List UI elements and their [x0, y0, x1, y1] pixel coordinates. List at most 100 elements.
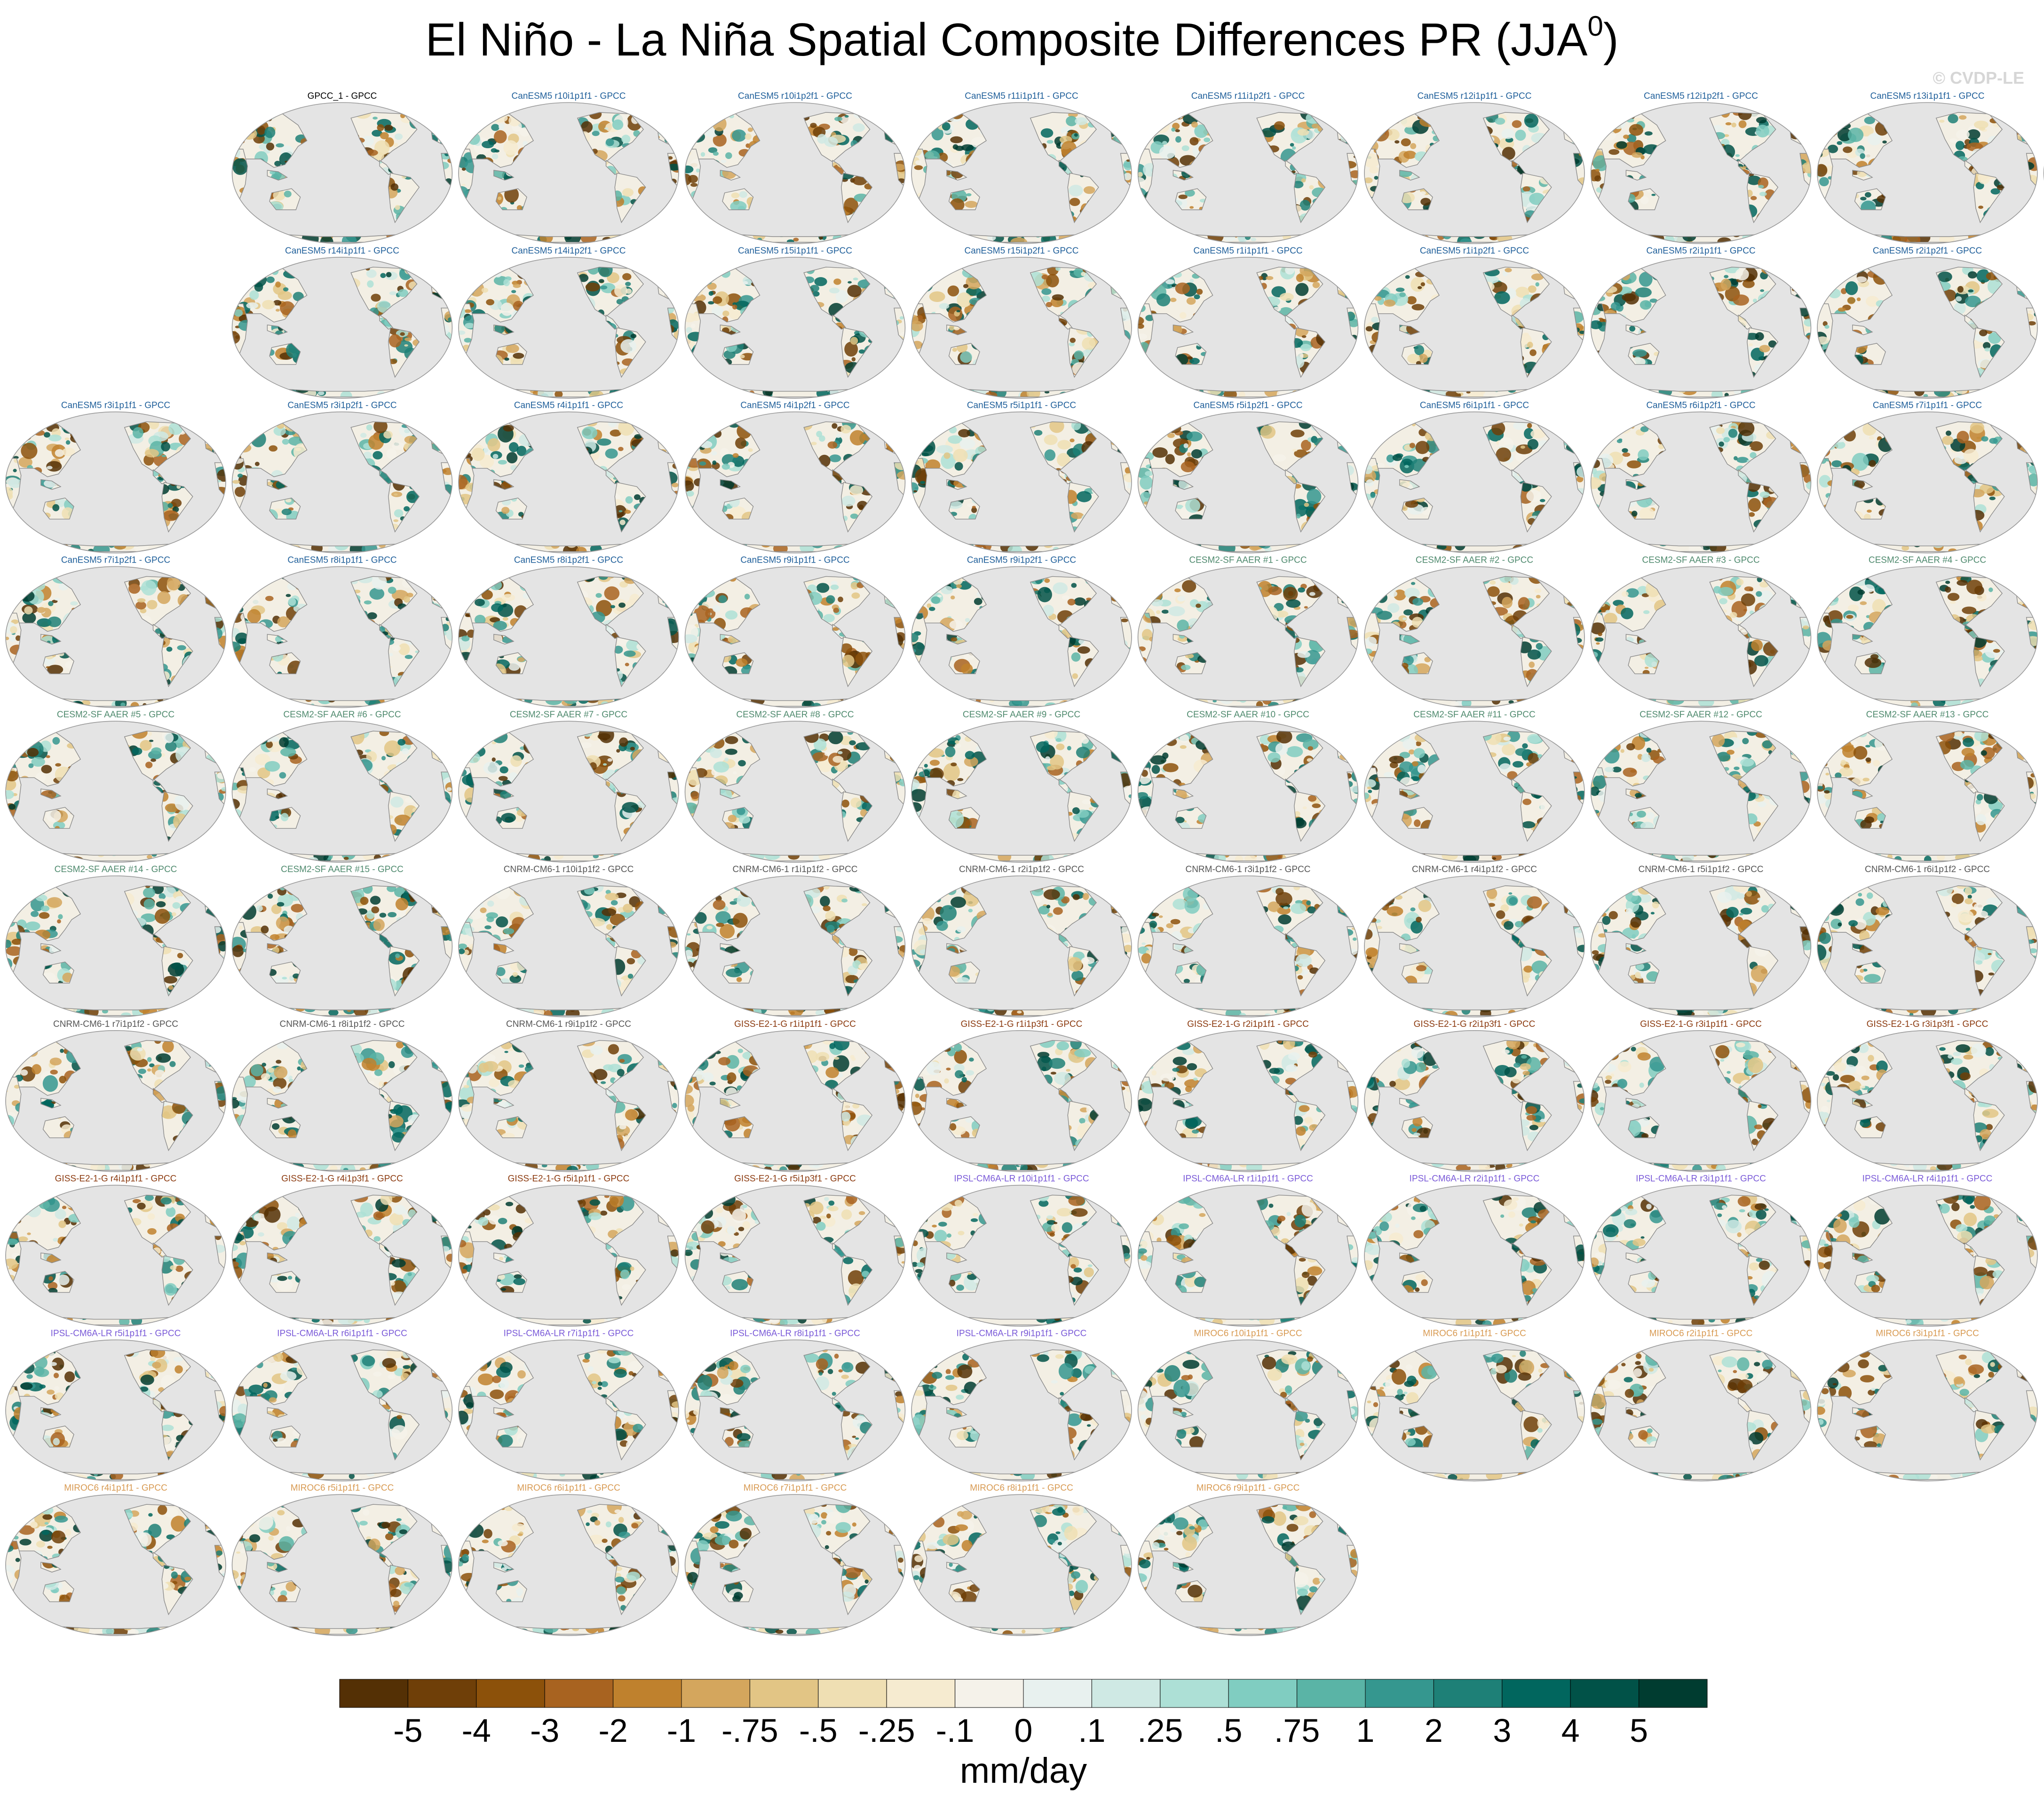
anomaly-patch	[516, 205, 523, 210]
anomaly-patch	[1591, 477, 1602, 489]
panel-title: CanESM5 r3i1p2f1 - GPCC	[287, 401, 396, 411]
anomaly-patch	[901, 597, 905, 603]
coastline	[841, 636, 873, 688]
anomaly-patch	[1569, 281, 1574, 286]
anomaly-patch	[1301, 178, 1306, 183]
anomaly-patch	[953, 449, 968, 462]
anomaly-patch	[1981, 436, 1989, 442]
panel-title: CanESM5 r13i1p1f1 - GPCC	[1870, 91, 1985, 101]
anomaly-patch	[443, 437, 452, 444]
anomaly-patch	[498, 196, 502, 200]
coastline	[267, 325, 288, 335]
coastline	[493, 479, 515, 490]
anomaly-patch	[842, 548, 849, 552]
coastline	[1709, 112, 1776, 162]
anomaly-patch	[499, 235, 512, 242]
anomaly-patch	[442, 277, 451, 282]
anomaly-patch	[634, 494, 641, 500]
anomaly-patch	[1491, 421, 1505, 436]
coastline	[493, 170, 515, 181]
anomaly-patch	[55, 449, 64, 457]
anomaly-patch	[366, 269, 377, 278]
anomaly-patch	[915, 160, 922, 165]
anomaly-patch	[730, 200, 747, 210]
anomaly-patch	[277, 616, 290, 627]
anomaly-patch	[1616, 141, 1627, 149]
anomaly-patch	[1364, 465, 1373, 474]
anomaly-patch	[506, 344, 519, 353]
map-outline	[1817, 257, 2038, 399]
anomaly-patch	[1520, 445, 1525, 449]
anomaly-patch	[668, 156, 673, 160]
anomaly-patch	[1543, 421, 1550, 429]
map-outline	[1817, 102, 2038, 244]
anomaly-patch	[1759, 235, 1772, 242]
anomaly-patch	[830, 584, 839, 590]
anomaly-patch	[1140, 476, 1153, 490]
anomaly-patch	[694, 605, 711, 622]
coastline	[1591, 149, 1607, 202]
anomaly-patch	[433, 126, 449, 136]
anomaly-patch	[1141, 629, 1153, 641]
anomaly-patch	[689, 447, 693, 452]
anomaly-patch	[474, 598, 485, 606]
coastline	[1817, 303, 1833, 357]
anomaly-patch	[1491, 282, 1507, 294]
coastline	[1625, 325, 1647, 335]
anomaly-patch	[899, 316, 904, 320]
anomaly-patch	[1186, 431, 1203, 442]
anomaly-patch	[1595, 426, 1608, 442]
anomaly-patch	[374, 140, 390, 155]
anomaly-patch	[1047, 267, 1059, 276]
coastline	[685, 458, 701, 511]
anomaly-patch	[481, 287, 489, 293]
anomaly-patch	[1074, 133, 1078, 137]
anomaly-patch	[2025, 277, 2037, 284]
anomaly-patch	[936, 445, 953, 454]
anomaly-patch	[1649, 298, 1658, 303]
coastline	[1138, 612, 1154, 666]
anomaly-patch	[1641, 392, 1649, 397]
anomaly-patch	[735, 437, 747, 449]
anomaly-patch	[445, 293, 451, 299]
anomaly-patch	[1069, 198, 1080, 207]
anomaly-patch	[166, 646, 173, 652]
anomaly-patch	[1175, 504, 1184, 509]
anomaly-patch	[1570, 125, 1583, 134]
anomaly-patch	[415, 650, 419, 653]
anomaly-patch	[1042, 604, 1054, 616]
anomaly-patch	[1266, 276, 1274, 280]
anomaly-patch	[1261, 127, 1276, 137]
anomaly-patch	[474, 113, 482, 120]
anomaly-patch	[1076, 391, 1085, 397]
anomaly-patch	[590, 544, 602, 552]
anomaly-patch	[273, 426, 286, 436]
anomaly-patch	[257, 126, 266, 135]
anomaly-patch	[461, 183, 466, 186]
panel-title: CanESM5 r1i1p1f1 - GPCC	[1193, 246, 1302, 256]
anomaly-patch	[851, 592, 860, 599]
anomaly-patch	[367, 280, 374, 288]
anomaly-patch	[1299, 199, 1311, 211]
anomaly-patch	[612, 119, 624, 130]
anomaly-patch	[500, 302, 514, 316]
anomaly-patch	[1828, 130, 1838, 136]
anomaly-patch	[275, 636, 282, 643]
anomaly-patch	[941, 586, 953, 595]
anomaly-patch	[1748, 498, 1761, 512]
anomaly-patch	[622, 273, 632, 280]
anomaly-patch	[1301, 335, 1307, 338]
anomaly-patch	[238, 432, 244, 437]
anomaly-patch	[273, 236, 280, 242]
anomaly-patch	[1502, 147, 1515, 160]
anomaly-patch	[503, 389, 518, 397]
anomaly-patch	[1068, 490, 1077, 504]
anomaly-patch	[1750, 452, 1757, 459]
coastline	[1747, 327, 1779, 378]
anomaly-patch	[1632, 152, 1643, 158]
anomaly-patch	[686, 327, 692, 334]
anomaly-patch	[712, 116, 727, 132]
anomaly-patch	[1069, 270, 1074, 273]
coastline	[1364, 149, 1380, 202]
anomaly-patch	[1501, 128, 1514, 139]
